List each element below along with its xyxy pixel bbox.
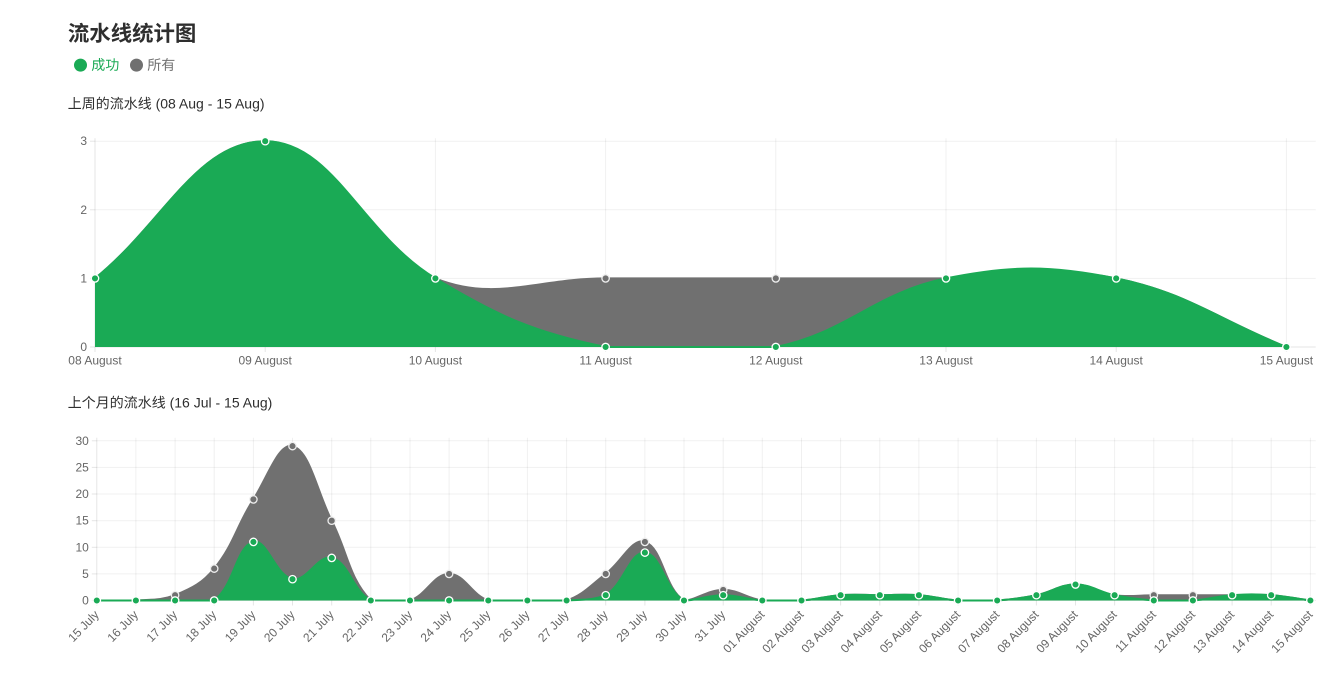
svg-text:30: 30: [75, 434, 89, 448]
svg-text:18 July: 18 July: [183, 608, 219, 645]
svg-text:13 August: 13 August: [919, 354, 973, 368]
svg-text:09 August: 09 August: [239, 354, 293, 368]
svg-text:21 July: 21 July: [300, 608, 336, 645]
svg-text:0: 0: [80, 340, 87, 354]
svg-text:3: 3: [80, 134, 87, 148]
svg-text:28 July: 28 July: [574, 608, 610, 645]
svg-text:15 August: 15 August: [1260, 354, 1314, 368]
svg-text:16 July: 16 July: [104, 608, 140, 645]
svg-text:5: 5: [82, 567, 89, 581]
svg-text:15 July: 15 July: [65, 608, 101, 645]
svg-text:26 July: 26 July: [496, 608, 532, 645]
svg-text:2: 2: [80, 203, 87, 217]
svg-text:25 July: 25 July: [457, 608, 493, 645]
svg-text:23 July: 23 July: [379, 608, 415, 645]
svg-text:10 August: 10 August: [1072, 607, 1120, 656]
svg-text:14 August: 14 August: [1090, 354, 1144, 368]
svg-text:08 August: 08 August: [68, 354, 122, 368]
svg-text:10 August: 10 August: [409, 354, 463, 368]
svg-text:29 July: 29 July: [613, 608, 649, 645]
svg-text:17 July: 17 July: [144, 608, 180, 645]
svg-text:15 August: 15 August: [1268, 607, 1316, 656]
svg-text:0: 0: [82, 594, 89, 608]
svg-text:15: 15: [75, 514, 89, 528]
svg-text:11 August: 11 August: [579, 354, 632, 368]
svg-text:27 July: 27 July: [535, 608, 571, 645]
svg-text:19 July: 19 July: [222, 608, 258, 645]
svg-text:20 July: 20 July: [261, 608, 297, 645]
svg-text:20: 20: [75, 487, 89, 501]
svg-text:10: 10: [75, 540, 89, 554]
svg-text:12 August: 12 August: [749, 354, 803, 368]
svg-text:25: 25: [75, 460, 89, 474]
svg-text:(16 Jul - 15 Aug): (16 Jul - 15 Aug): [166, 395, 273, 411]
svg-text:(08 Aug - 15 Aug): (08 Aug - 15 Aug): [152, 96, 265, 112]
svg-text:1: 1: [80, 271, 87, 285]
svg-text:30 July: 30 July: [653, 608, 689, 645]
svg-text:31 July: 31 July: [692, 608, 728, 645]
svg-text:22 July: 22 July: [339, 608, 375, 645]
svg-text:24 July: 24 July: [418, 608, 454, 645]
